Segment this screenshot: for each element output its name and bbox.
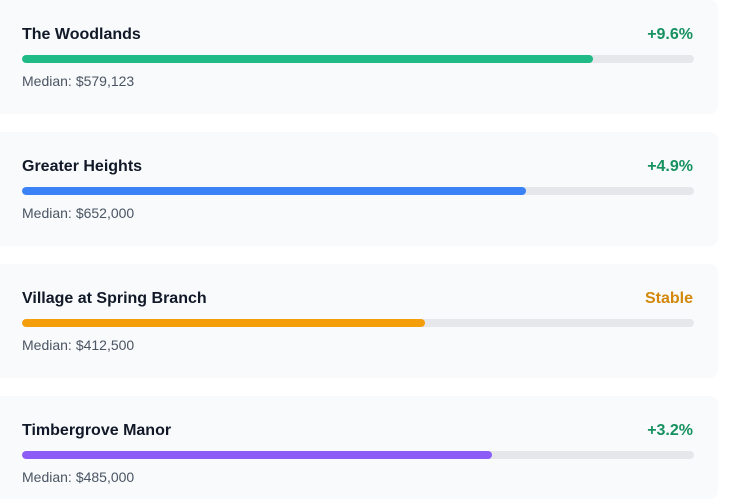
neighborhood-name: Timbergrove Manor bbox=[22, 422, 172, 439]
median-price: Median: $412,500 bbox=[22, 337, 134, 353]
median-value: $652,000 bbox=[75, 205, 135, 221]
price-change: Stable bbox=[644, 290, 693, 307]
appreciation-bar-fill bbox=[22, 187, 526, 195]
appreciation-bar-track bbox=[22, 319, 694, 327]
median-label: Median: bbox=[22, 73, 72, 89]
neighborhood-card-woodlands: The Woodlands +9.6% Median: $579,123 bbox=[0, 0, 718, 114]
appreciation-bar-track bbox=[22, 55, 694, 63]
median-label: Median: bbox=[22, 469, 72, 485]
neighborhood-card-spring-branch: Village at Spring Branch Stable Median: $… bbox=[0, 264, 718, 378]
appreciation-bar-fill bbox=[22, 55, 594, 63]
price-change: +3.2% bbox=[647, 422, 693, 439]
neighborhood-card-greater-heights: Greater Heights +4.9% Median: $652,000 bbox=[0, 132, 718, 246]
appreciation-bar-fill bbox=[22, 319, 426, 327]
appreciation-bar-track bbox=[22, 187, 694, 195]
appreciation-bar-track bbox=[22, 451, 694, 459]
neighborhood-name: Village at Spring Branch bbox=[22, 290, 207, 307]
median-label: Median: bbox=[22, 337, 72, 353]
median-price: Median: $652,000 bbox=[22, 205, 134, 221]
price-change: +4.9% bbox=[647, 158, 693, 175]
neighborhood-name: The Woodlands bbox=[22, 26, 141, 43]
neighborhood-card-timbergrove: Timbergrove Manor +3.2% Median: $485,000 bbox=[0, 396, 718, 499]
price-change: +9.6% bbox=[647, 26, 693, 43]
median-value: $579,123 bbox=[75, 73, 135, 89]
median-label: Median: bbox=[22, 205, 72, 221]
neighborhood-name: Greater Heights bbox=[22, 158, 143, 175]
median-value: $485,000 bbox=[75, 469, 135, 485]
median-price: Median: $485,000 bbox=[22, 469, 134, 485]
median-price: Median: $579,123 bbox=[22, 73, 134, 89]
appreciation-bar-fill bbox=[22, 451, 493, 459]
median-value: $412,500 bbox=[75, 337, 135, 353]
